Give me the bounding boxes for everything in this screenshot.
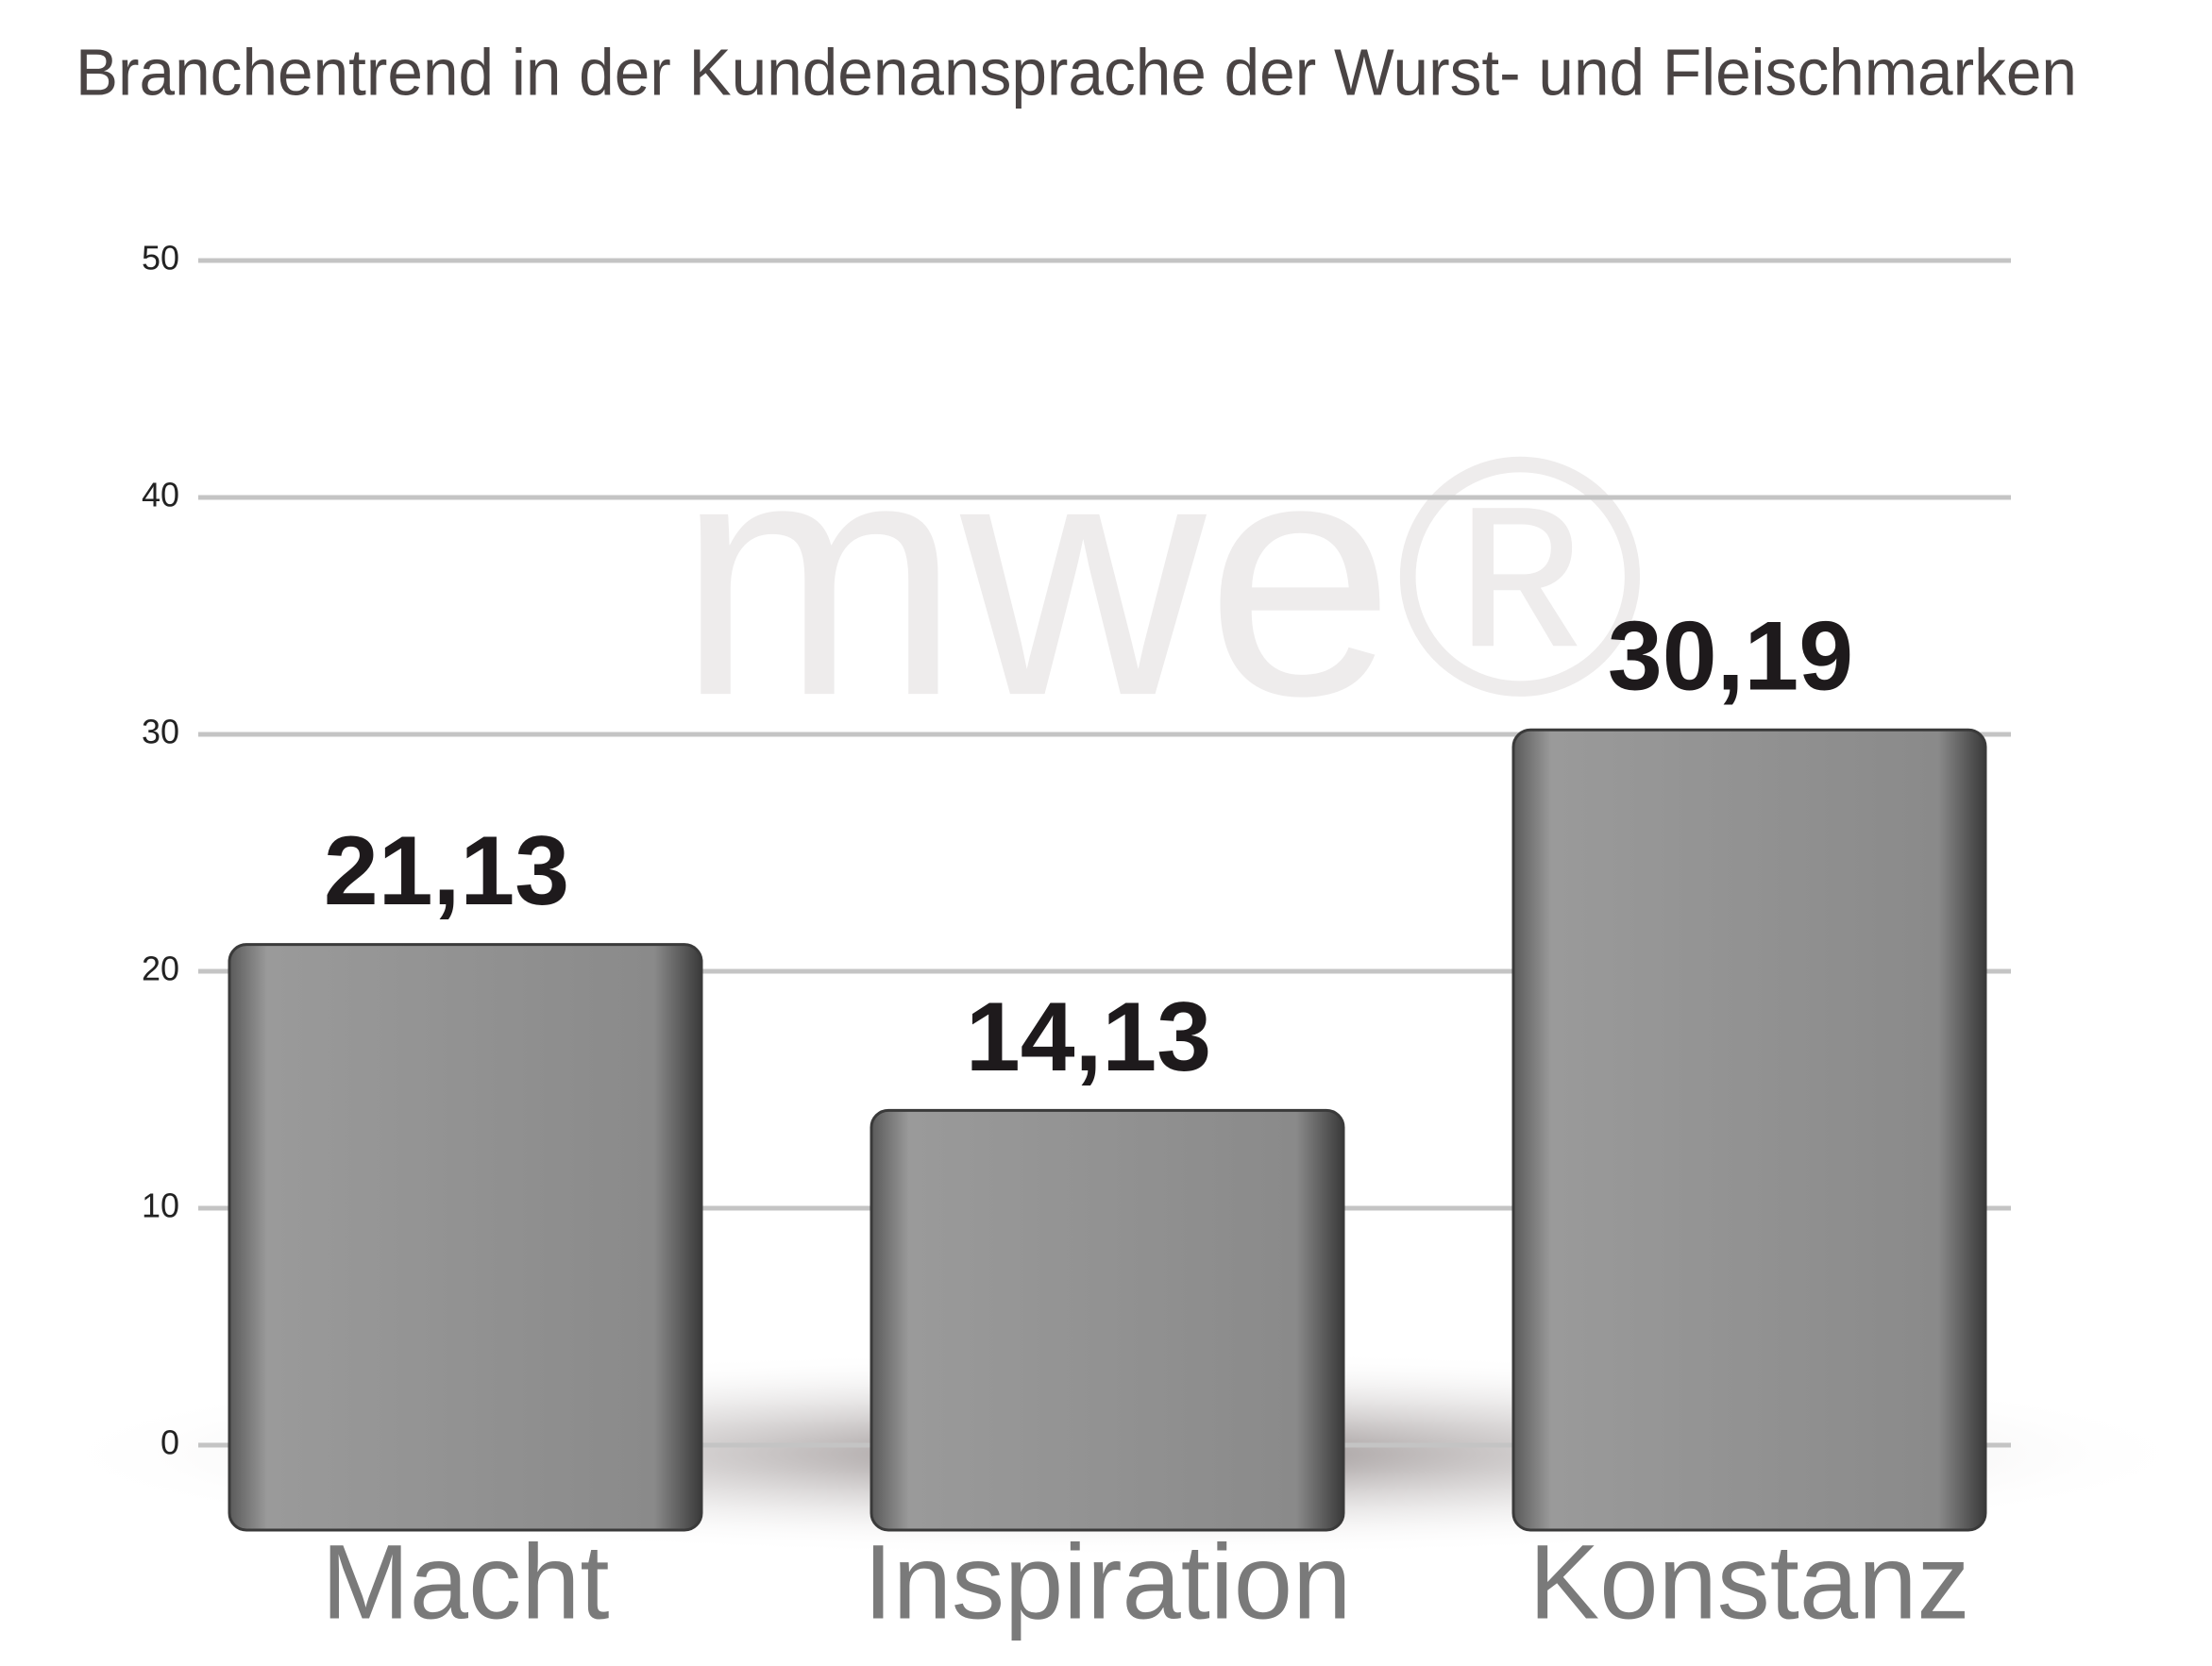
y-tick-label: 0 — [160, 1423, 179, 1462]
chart-title: Branchentrend in der Kundenansprache der… — [76, 35, 2077, 109]
bar — [1511, 728, 1987, 1532]
y-tick-label: 30 — [142, 713, 179, 751]
bar — [228, 943, 703, 1532]
bar — [870, 1108, 1345, 1532]
value-label: 14,13 — [966, 983, 1211, 1092]
y-tick-label: 10 — [142, 1186, 179, 1225]
y-tick-label: 50 — [142, 239, 179, 278]
x-tick-label: Inspiration — [864, 1523, 1352, 1641]
x-tick-label: Macht — [322, 1523, 610, 1641]
y-tick-label: 20 — [142, 950, 179, 988]
x-tick-label: Konstanz — [1529, 1523, 1970, 1641]
value-label: 30,19 — [1608, 602, 1853, 712]
y-tick-label: 40 — [142, 476, 179, 514]
watermark: mwe® — [677, 387, 1645, 766]
value-label: 21,13 — [324, 816, 569, 926]
